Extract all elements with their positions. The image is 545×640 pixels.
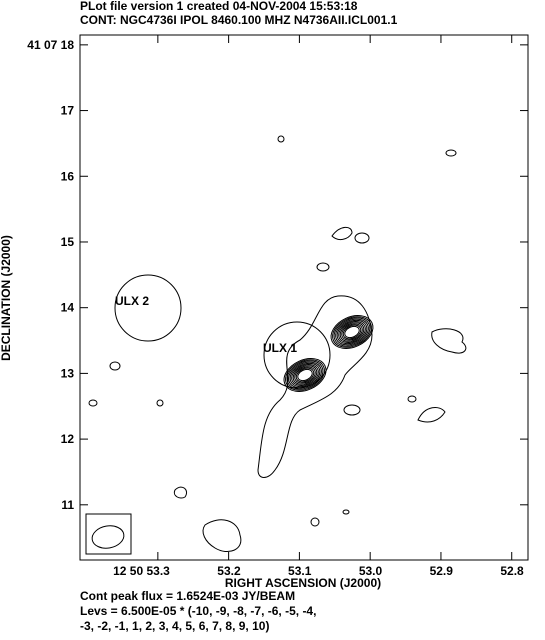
- contour: [344, 325, 360, 339]
- header-line: CONT: NGC4736I IPOL 8460.100 MHZ N4736AI…: [80, 13, 398, 27]
- y-tick-label: 12: [61, 432, 75, 446]
- contour: [330, 315, 374, 349]
- contour: [173, 486, 188, 499]
- contour: [338, 321, 366, 343]
- contour: [316, 262, 330, 272]
- frame: [79, 34, 529, 561]
- contour: [285, 359, 325, 391]
- x-tick-label: 52.9: [430, 564, 454, 578]
- contour: [342, 509, 350, 515]
- footer-line: Levs = 6.500E-05 * (-10, -9, -8, -7, -6,…: [80, 604, 316, 618]
- contour: [156, 399, 164, 407]
- contour: [445, 149, 457, 157]
- contour: [289, 362, 321, 388]
- header-line: PLot file version 1 created 04-NOV-2004 …: [80, 0, 358, 13]
- contour: [297, 368, 313, 382]
- contour: [354, 232, 370, 244]
- footer-line: Cont peak flux = 1.6524E-03 JY/BEAM: [80, 589, 295, 603]
- contour: [277, 135, 285, 143]
- beam: [91, 525, 125, 549]
- contour: [288, 361, 322, 389]
- contour: [294, 366, 316, 384]
- contour: [310, 517, 320, 527]
- contour: [291, 364, 319, 386]
- y-tick-label: 14: [61, 301, 75, 315]
- contour: [295, 367, 315, 383]
- x-tick-label: 12 50 53.3: [113, 564, 170, 578]
- annotation: ULX 1: [263, 341, 297, 355]
- y-tick-label: 13: [61, 366, 75, 380]
- contour: [342, 324, 362, 340]
- contour: [335, 318, 369, 346]
- contour: [417, 407, 446, 423]
- y-tick-label: 16: [61, 169, 75, 183]
- y-tick-label: 17: [61, 104, 75, 118]
- annotation: ULX 2: [115, 294, 149, 308]
- y-tick-label: 41 07 18: [27, 38, 74, 52]
- footer-line: -3, -2, -1, 1, 2, 3, 4, 5, 6, 7, 8, 9, 1…: [80, 619, 269, 633]
- y-tick-label: 15: [61, 235, 75, 249]
- y-tick-label: 11: [61, 498, 74, 512]
- contour: [109, 361, 121, 371]
- contour: [336, 319, 368, 345]
- contour: [332, 316, 372, 348]
- x-tick-label: 53.1: [288, 564, 312, 578]
- contour: [339, 322, 365, 342]
- contour: [286, 360, 324, 390]
- x-tick-label: 53.2: [217, 564, 241, 578]
- x-axis-label: RIGHT ASCENSION (J2000): [225, 576, 381, 590]
- beam-box: [85, 513, 132, 555]
- contour: [283, 358, 327, 392]
- contour: [292, 365, 318, 385]
- ulx-circle: [114, 274, 182, 342]
- contour: [331, 226, 353, 241]
- contour: [431, 328, 467, 354]
- contour: [343, 404, 361, 416]
- x-tick-label: 52.8: [500, 564, 524, 578]
- y-axis-label: DECLINATION (J2000): [0, 235, 13, 361]
- contour: [88, 399, 98, 407]
- contours: [85, 135, 467, 555]
- x-tick-label: 53.0: [359, 564, 383, 578]
- contour: [202, 519, 242, 552]
- contour: [333, 317, 371, 347]
- contour: [407, 395, 417, 403]
- contour: [341, 323, 363, 341]
